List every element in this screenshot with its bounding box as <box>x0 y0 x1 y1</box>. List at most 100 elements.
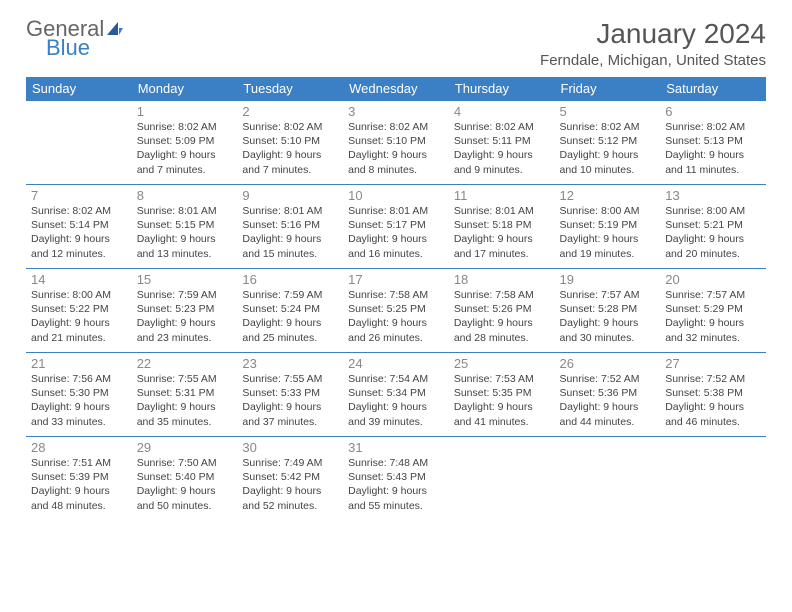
day-info: Sunrise: 8:01 AMSunset: 5:17 PMDaylight:… <box>348 204 444 261</box>
day-info: Sunrise: 7:57 AMSunset: 5:28 PMDaylight:… <box>560 288 656 345</box>
day-number: 6 <box>665 104 761 119</box>
day-info: Sunrise: 7:57 AMSunset: 5:29 PMDaylight:… <box>665 288 761 345</box>
calendar-empty-cell <box>449 437 555 521</box>
day-number: 31 <box>348 440 444 455</box>
day-info: Sunrise: 8:02 AMSunset: 5:12 PMDaylight:… <box>560 120 656 177</box>
day-number: 26 <box>560 356 656 371</box>
day-info: Sunrise: 7:53 AMSunset: 5:35 PMDaylight:… <box>454 372 550 429</box>
title-block: January 2024 Ferndale, Michigan, United … <box>540 18 766 69</box>
calendar-table: SundayMondayTuesdayWednesdayThursdayFrid… <box>26 77 766 521</box>
day-number: 16 <box>242 272 338 287</box>
calendar-day-cell: 19Sunrise: 7:57 AMSunset: 5:28 PMDayligh… <box>555 269 661 353</box>
day-info: Sunrise: 7:52 AMSunset: 5:38 PMDaylight:… <box>665 372 761 429</box>
calendar-week-row: 28Sunrise: 7:51 AMSunset: 5:39 PMDayligh… <box>26 437 766 521</box>
calendar-day-cell: 29Sunrise: 7:50 AMSunset: 5:40 PMDayligh… <box>132 437 238 521</box>
calendar-empty-cell <box>26 101 132 185</box>
calendar-day-cell: 8Sunrise: 8:01 AMSunset: 5:15 PMDaylight… <box>132 185 238 269</box>
day-number: 19 <box>560 272 656 287</box>
day-number: 15 <box>137 272 233 287</box>
calendar-day-cell: 11Sunrise: 8:01 AMSunset: 5:18 PMDayligh… <box>449 185 555 269</box>
day-header: Friday <box>555 77 661 101</box>
day-number: 24 <box>348 356 444 371</box>
brand-logo: General Blue <box>26 18 124 64</box>
day-number: 29 <box>137 440 233 455</box>
calendar-week-row: 1Sunrise: 8:02 AMSunset: 5:09 PMDaylight… <box>26 101 766 185</box>
day-number: 23 <box>242 356 338 371</box>
calendar-week-row: 7Sunrise: 8:02 AMSunset: 5:14 PMDaylight… <box>26 185 766 269</box>
day-number: 17 <box>348 272 444 287</box>
day-info: Sunrise: 8:02 AMSunset: 5:14 PMDaylight:… <box>31 204 127 261</box>
day-number: 30 <box>242 440 338 455</box>
calendar-day-cell: 26Sunrise: 7:52 AMSunset: 5:36 PMDayligh… <box>555 353 661 437</box>
day-header: Sunday <box>26 77 132 101</box>
day-number: 27 <box>665 356 761 371</box>
calendar-day-cell: 7Sunrise: 8:02 AMSunset: 5:14 PMDaylight… <box>26 185 132 269</box>
header: General Blue January 2024 Ferndale, Mich… <box>26 18 766 69</box>
day-info: Sunrise: 8:00 AMSunset: 5:22 PMDaylight:… <box>31 288 127 345</box>
calendar-day-cell: 27Sunrise: 7:52 AMSunset: 5:38 PMDayligh… <box>660 353 766 437</box>
calendar-empty-cell <box>660 437 766 521</box>
calendar-week-row: 14Sunrise: 8:00 AMSunset: 5:22 PMDayligh… <box>26 269 766 353</box>
location: Ferndale, Michigan, United States <box>540 52 766 69</box>
day-info: Sunrise: 8:00 AMSunset: 5:21 PMDaylight:… <box>665 204 761 261</box>
day-number: 12 <box>560 188 656 203</box>
day-info: Sunrise: 7:58 AMSunset: 5:25 PMDaylight:… <box>348 288 444 345</box>
calendar-day-cell: 28Sunrise: 7:51 AMSunset: 5:39 PMDayligh… <box>26 437 132 521</box>
day-number: 10 <box>348 188 444 203</box>
day-number: 9 <box>242 188 338 203</box>
day-info: Sunrise: 8:00 AMSunset: 5:19 PMDaylight:… <box>560 204 656 261</box>
day-number: 14 <box>31 272 127 287</box>
calendar-day-cell: 21Sunrise: 7:56 AMSunset: 5:30 PMDayligh… <box>26 353 132 437</box>
calendar-day-cell: 24Sunrise: 7:54 AMSunset: 5:34 PMDayligh… <box>343 353 449 437</box>
day-number: 20 <box>665 272 761 287</box>
day-info: Sunrise: 8:02 AMSunset: 5:09 PMDaylight:… <box>137 120 233 177</box>
calendar-day-cell: 22Sunrise: 7:55 AMSunset: 5:31 PMDayligh… <box>132 353 238 437</box>
calendar-day-cell: 2Sunrise: 8:02 AMSunset: 5:10 PMDaylight… <box>237 101 343 185</box>
day-info: Sunrise: 8:02 AMSunset: 5:11 PMDaylight:… <box>454 120 550 177</box>
calendar-day-cell: 10Sunrise: 8:01 AMSunset: 5:17 PMDayligh… <box>343 185 449 269</box>
day-info: Sunrise: 7:52 AMSunset: 5:36 PMDaylight:… <box>560 372 656 429</box>
day-header: Tuesday <box>237 77 343 101</box>
calendar-empty-cell <box>555 437 661 521</box>
day-info: Sunrise: 7:49 AMSunset: 5:42 PMDaylight:… <box>242 456 338 513</box>
day-info: Sunrise: 7:59 AMSunset: 5:23 PMDaylight:… <box>137 288 233 345</box>
day-info: Sunrise: 7:59 AMSunset: 5:24 PMDaylight:… <box>242 288 338 345</box>
calendar-body: 1Sunrise: 8:02 AMSunset: 5:09 PMDaylight… <box>26 101 766 521</box>
day-number: 13 <box>665 188 761 203</box>
day-info: Sunrise: 7:48 AMSunset: 5:43 PMDaylight:… <box>348 456 444 513</box>
day-info: Sunrise: 8:02 AMSunset: 5:10 PMDaylight:… <box>242 120 338 177</box>
day-number: 2 <box>242 104 338 119</box>
day-header: Wednesday <box>343 77 449 101</box>
calendar-day-cell: 16Sunrise: 7:59 AMSunset: 5:24 PMDayligh… <box>237 269 343 353</box>
calendar-day-cell: 31Sunrise: 7:48 AMSunset: 5:43 PMDayligh… <box>343 437 449 521</box>
day-number: 7 <box>31 188 127 203</box>
sail-icon <box>106 20 124 41</box>
calendar-day-cell: 3Sunrise: 8:02 AMSunset: 5:10 PMDaylight… <box>343 101 449 185</box>
day-number: 11 <box>454 188 550 203</box>
day-info: Sunrise: 7:54 AMSunset: 5:34 PMDaylight:… <box>348 372 444 429</box>
calendar-day-cell: 20Sunrise: 7:57 AMSunset: 5:29 PMDayligh… <box>660 269 766 353</box>
day-info: Sunrise: 8:01 AMSunset: 5:16 PMDaylight:… <box>242 204 338 261</box>
calendar-day-cell: 23Sunrise: 7:55 AMSunset: 5:33 PMDayligh… <box>237 353 343 437</box>
calendar-day-cell: 14Sunrise: 8:00 AMSunset: 5:22 PMDayligh… <box>26 269 132 353</box>
day-number: 4 <box>454 104 550 119</box>
calendar-day-cell: 6Sunrise: 8:02 AMSunset: 5:13 PMDaylight… <box>660 101 766 185</box>
day-info: Sunrise: 7:55 AMSunset: 5:31 PMDaylight:… <box>137 372 233 429</box>
calendar-day-cell: 30Sunrise: 7:49 AMSunset: 5:42 PMDayligh… <box>237 437 343 521</box>
calendar-day-cell: 4Sunrise: 8:02 AMSunset: 5:11 PMDaylight… <box>449 101 555 185</box>
day-number: 1 <box>137 104 233 119</box>
day-number: 18 <box>454 272 550 287</box>
day-info: Sunrise: 8:01 AMSunset: 5:18 PMDaylight:… <box>454 204 550 261</box>
day-info: Sunrise: 7:55 AMSunset: 5:33 PMDaylight:… <box>242 372 338 429</box>
day-info: Sunrise: 8:02 AMSunset: 5:10 PMDaylight:… <box>348 120 444 177</box>
day-info: Sunrise: 7:50 AMSunset: 5:40 PMDaylight:… <box>137 456 233 513</box>
day-info: Sunrise: 7:56 AMSunset: 5:30 PMDaylight:… <box>31 372 127 429</box>
calendar-day-cell: 5Sunrise: 8:02 AMSunset: 5:12 PMDaylight… <box>555 101 661 185</box>
day-number: 25 <box>454 356 550 371</box>
day-info: Sunrise: 8:02 AMSunset: 5:13 PMDaylight:… <box>665 120 761 177</box>
calendar-day-cell: 18Sunrise: 7:58 AMSunset: 5:26 PMDayligh… <box>449 269 555 353</box>
day-info: Sunrise: 7:51 AMSunset: 5:39 PMDaylight:… <box>31 456 127 513</box>
calendar-week-row: 21Sunrise: 7:56 AMSunset: 5:30 PMDayligh… <box>26 353 766 437</box>
day-number: 28 <box>31 440 127 455</box>
day-info: Sunrise: 7:58 AMSunset: 5:26 PMDaylight:… <box>454 288 550 345</box>
